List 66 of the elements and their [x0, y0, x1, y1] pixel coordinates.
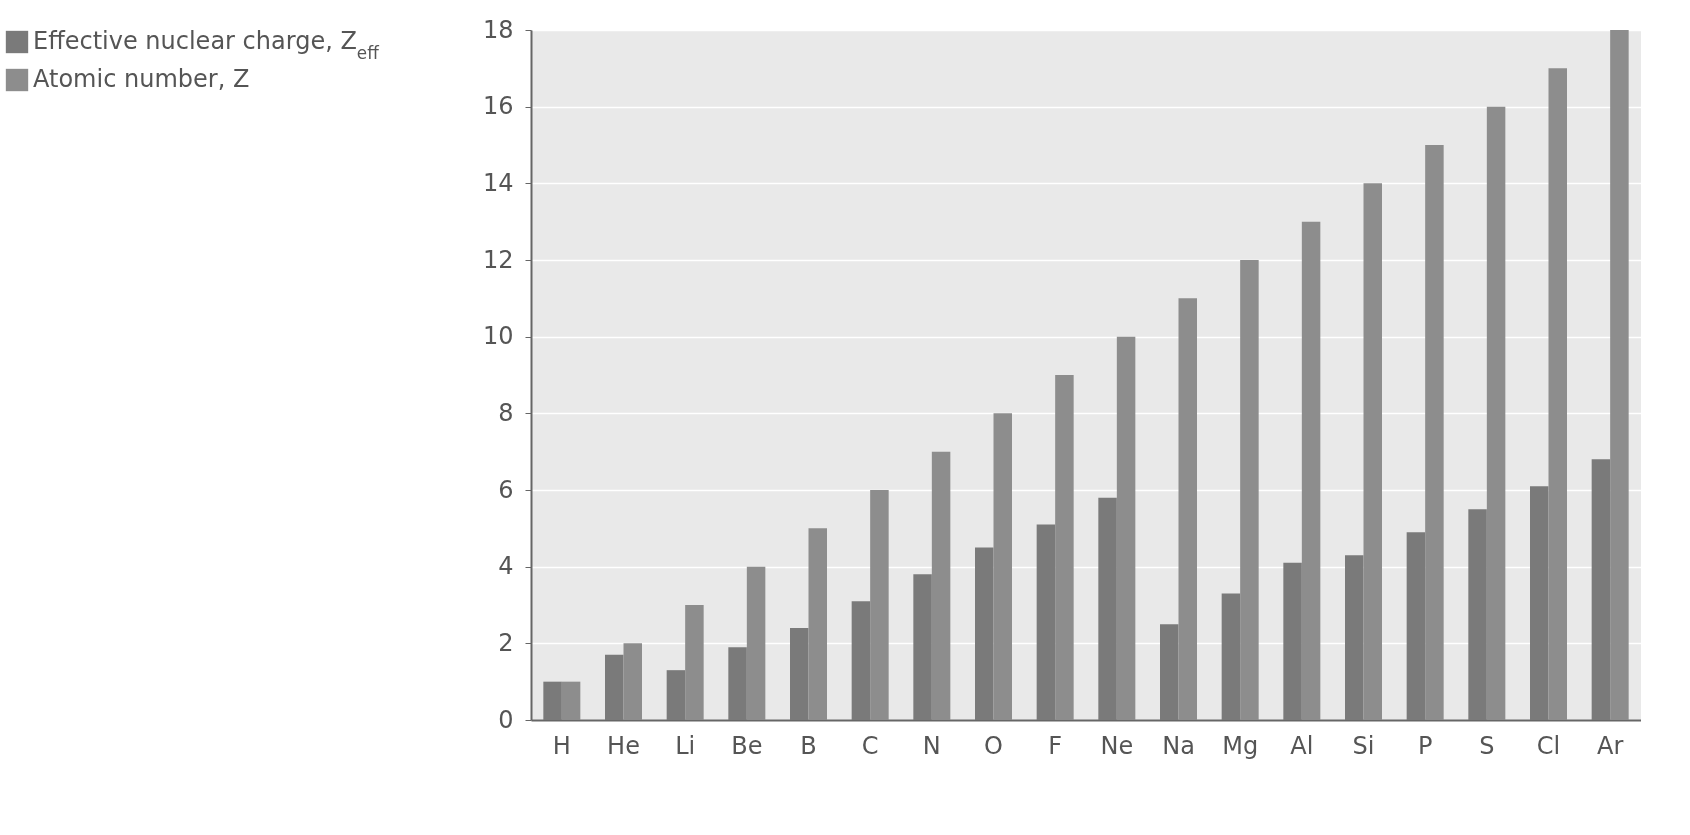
- bar: [543, 681, 562, 720]
- x-tick-label: Na: [1162, 731, 1195, 760]
- bar: [605, 654, 624, 720]
- x-tick-label: Al: [1290, 731, 1314, 760]
- bar: [1283, 562, 1302, 720]
- bar: [931, 451, 951, 720]
- bar: [1530, 486, 1549, 720]
- x-tick-label: S: [1479, 731, 1495, 760]
- bar: [1406, 532, 1426, 720]
- x-tick-label: B: [800, 731, 817, 760]
- x-tick-label: H: [552, 731, 571, 760]
- bar: [685, 605, 704, 720]
- bar: [1548, 68, 1567, 720]
- bar: [1221, 593, 1241, 720]
- bar: [1098, 497, 1117, 720]
- bar: [790, 628, 809, 720]
- x-tick-label: F: [1048, 731, 1063, 760]
- x-tick-label: Mg: [1222, 731, 1259, 760]
- y-tick-label: 18: [482, 15, 514, 44]
- y-tick-label: 4: [498, 552, 514, 581]
- bar: [1591, 459, 1611, 720]
- x-tick-label: Be: [731, 731, 763, 760]
- y-tick-label: 14: [482, 168, 514, 197]
- x-tick-label: He: [607, 731, 640, 760]
- bar: [746, 566, 766, 720]
- bar: [623, 643, 642, 720]
- bar: [1301, 221, 1321, 720]
- x-tick-label: Si: [1352, 731, 1375, 760]
- bar: [870, 490, 889, 720]
- bar: [1425, 145, 1444, 720]
- bar: [1468, 509, 1487, 720]
- bar: [993, 413, 1012, 720]
- bar: [975, 547, 994, 720]
- bar: [1363, 183, 1382, 720]
- y-tick-label: 2: [498, 628, 514, 657]
- x-tick-label: Ne: [1100, 731, 1134, 760]
- bar: [1055, 375, 1074, 720]
- x-tick-label: N: [922, 731, 941, 760]
- bar: [1610, 30, 1629, 720]
- x-tick-label: Ar: [1597, 731, 1624, 760]
- y-tick-label: 10: [482, 322, 514, 351]
- x-tick-label: Li: [675, 731, 696, 760]
- bar: [1345, 555, 1364, 720]
- x-tick-label: P: [1417, 731, 1433, 760]
- bar: [1178, 298, 1197, 720]
- y-tick-label: 0: [498, 705, 514, 734]
- bar: [1036, 524, 1056, 720]
- y-tick-label: 12: [482, 245, 514, 274]
- bar: [1486, 106, 1506, 720]
- y-tick-label: 16: [482, 92, 514, 121]
- y-tick-label: 8: [498, 398, 514, 427]
- legend-label: Atomic number, Z: [33, 65, 250, 93]
- bar: [1160, 624, 1179, 720]
- x-tick-label: Cl: [1536, 731, 1561, 760]
- bar: [728, 647, 747, 720]
- bar: [913, 574, 932, 720]
- bar: [666, 670, 686, 720]
- bar: [1116, 336, 1136, 720]
- bar: [561, 681, 581, 720]
- x-tick-label: O: [984, 731, 1003, 760]
- bar: [1240, 260, 1259, 720]
- legend-label: Effective nuclear charge, Z$_{eff}$: [33, 27, 380, 63]
- x-tick-label: C: [861, 731, 879, 760]
- y-tick-label: 6: [498, 475, 514, 504]
- bar: [851, 601, 871, 720]
- bar: [808, 528, 827, 720]
